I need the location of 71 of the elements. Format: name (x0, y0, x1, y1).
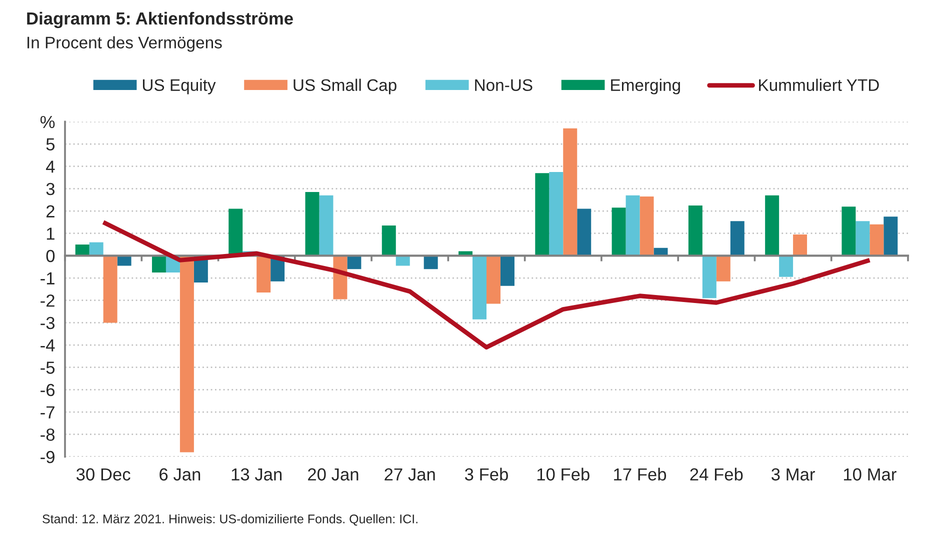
bar (612, 208, 626, 256)
x-tick-label: 10 Mar (844, 468, 896, 481)
y-tick-label: -4 (40, 339, 55, 352)
bar (884, 216, 898, 256)
bar (424, 256, 438, 270)
y-tick-label: -2 (40, 294, 54, 307)
bar (117, 256, 132, 266)
line-series (101, 220, 872, 350)
legend-label: Emerging (611, 78, 680, 94)
bar (779, 256, 794, 277)
bar (640, 196, 654, 256)
bar (549, 172, 564, 256)
bar (730, 221, 744, 256)
y-tick-label: -7 (40, 406, 54, 418)
bar (626, 195, 640, 256)
chart-title: Diagramm 5: Aktienfondsströme (27, 12, 293, 28)
bar (535, 173, 550, 256)
bar (486, 256, 500, 304)
y-tick-label: -6 (40, 384, 55, 396)
bar (305, 192, 320, 256)
y-tick-label: -5 (40, 362, 55, 374)
bar (152, 256, 166, 272)
bar (228, 208, 243, 256)
y-tick-label: 4 (46, 160, 55, 173)
legend-label: Kummuliert YTD (759, 78, 879, 91)
x-tick-label: 10 Feb (537, 468, 590, 481)
y-tick-label: -9 (40, 450, 54, 464)
y-tick-label: 2 (46, 205, 54, 218)
bar (180, 256, 194, 452)
bar (75, 244, 90, 256)
y-tick-label: 3 (46, 182, 55, 196)
x-tick-label: 6 Jan (160, 468, 200, 481)
legend-label: US Small Cap (294, 78, 396, 94)
bar (716, 256, 730, 282)
chart-subtitle: In Procent des Vermögens (28, 36, 222, 52)
y-tick-label: 5 (46, 138, 55, 150)
x-tick-label: 27 Jan (384, 468, 435, 481)
x-tick-label: 3 Feb (464, 468, 508, 481)
bar (89, 242, 104, 256)
bar (793, 234, 808, 256)
y-tick-label: 0 (46, 250, 55, 262)
bar (396, 256, 410, 266)
bar (382, 226, 396, 256)
x-tick-label: 30 Dec (76, 468, 130, 481)
bar (842, 206, 856, 256)
bar (702, 256, 716, 298)
x-tick-label: 17 Feb (614, 468, 666, 481)
bar (347, 256, 362, 270)
bar (577, 208, 592, 256)
bar (319, 195, 334, 256)
bar (856, 221, 870, 256)
bar (765, 195, 780, 256)
y-tick-label: -8 (40, 428, 55, 441)
bar (500, 256, 514, 286)
legend-label: Non-US (475, 79, 532, 91)
x-tick-label: 3 Mar (772, 468, 815, 481)
x-tick-label: 20 Jan (308, 468, 358, 481)
bar (563, 128, 578, 256)
bar (688, 205, 702, 256)
bar (870, 224, 884, 256)
x-tick-label: 13 Jan (232, 468, 282, 481)
bar (103, 256, 118, 323)
y-tick-label: -3 (40, 316, 55, 330)
y-tick-label: -1 (40, 272, 54, 284)
text: Stand: 12. März 2021. Hinweis: US-domizilierte Fonds. Quellen: ICI. (42, 514, 418, 526)
bar (256, 256, 271, 293)
x-tick-label: 24 Feb (690, 468, 743, 481)
y-tick-label: 1 (46, 228, 54, 240)
y-tick-label: % (40, 116, 55, 128)
legend-label: US Equity (142, 78, 216, 94)
bar (472, 256, 486, 320)
